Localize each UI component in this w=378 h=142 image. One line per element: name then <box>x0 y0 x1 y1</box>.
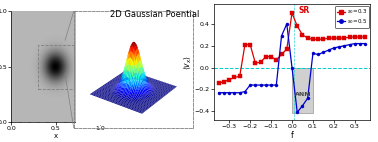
Y-axis label: $\langle v_x \rangle$: $\langle v_x \rangle$ <box>181 55 193 70</box>
Legend: $s_0$=0.3, $s_0$=0.5: $s_0$=0.3, $s_0$=0.5 <box>335 6 369 28</box>
Text: ANM: ANM <box>295 92 312 97</box>
Polygon shape <box>292 68 313 113</box>
X-axis label: f: f <box>291 130 293 140</box>
Bar <box>38 45 73 89</box>
Text: SR: SR <box>298 6 310 15</box>
Text: 2D Gaussian Poential: 2D Gaussian Poential <box>110 10 199 19</box>
X-axis label: x: x <box>54 133 58 139</box>
